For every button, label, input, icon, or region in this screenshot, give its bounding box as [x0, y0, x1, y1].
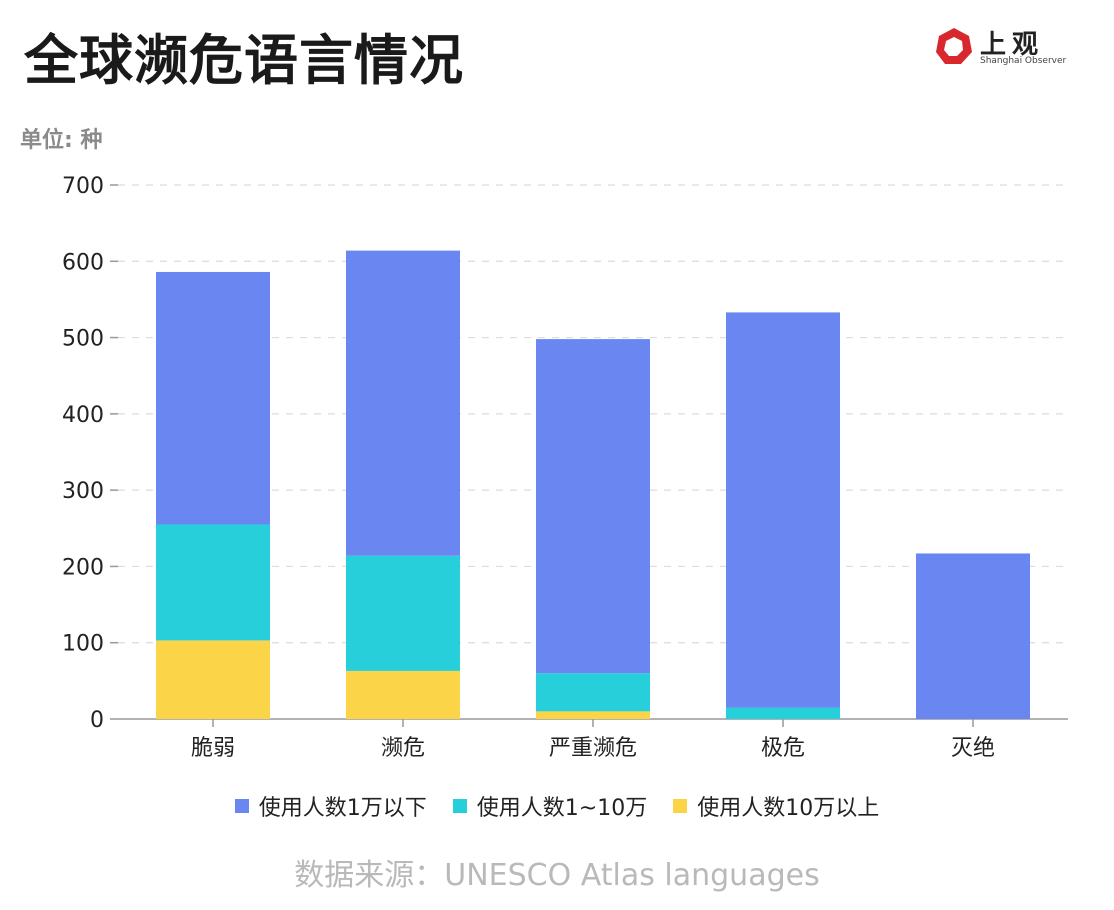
legend-swatch-over-100k — [673, 799, 688, 813]
legend-swatch-10k-100k — [452, 799, 467, 813]
bar-segment — [156, 524, 270, 641]
shanghai-observer-logo: 上观 Shanghai Observer — [934, 24, 1084, 70]
legend-item-10k-100k: 使用人数1~10万 — [452, 790, 648, 822]
y-tick-label: 600 — [62, 250, 104, 275]
bar-segment — [536, 711, 650, 719]
x-tick-label: 严重濒危 — [549, 736, 637, 761]
bar-segment — [536, 673, 650, 712]
chart-title: 全球濒危语言情况 — [24, 29, 464, 92]
y-tick-label: 700 — [62, 174, 104, 199]
logo-mark-icon — [936, 28, 972, 64]
bar-segment — [916, 553, 1030, 719]
chart-legend: 使用人数1万以下 使用人数1~10万 使用人数10万以上 — [0, 790, 1114, 822]
unit-label: 单位: 种 — [20, 128, 103, 153]
bar-segment — [726, 312, 840, 708]
x-tick-label: 极危 — [761, 736, 805, 761]
bar-segment — [346, 670, 460, 719]
logo-text: 上观 — [980, 30, 1045, 60]
legend-label-under-10k: 使用人数1万以下 — [258, 796, 427, 821]
bar-segment — [156, 271, 270, 525]
bar-segment — [346, 555, 460, 671]
logo-subtitle: Shanghai Observer — [980, 56, 1067, 66]
y-tick-label: 0 — [90, 708, 104, 733]
x-tick-label: 濒危 — [381, 736, 425, 761]
bar-segment — [726, 707, 840, 719]
y-tick-label: 500 — [62, 327, 104, 352]
legend-label-10k-100k: 使用人数1~10万 — [476, 796, 648, 821]
y-tick-label: 200 — [62, 555, 104, 580]
legend-item-under-10k: 使用人数1万以下 — [234, 790, 427, 822]
bar-segment — [536, 339, 650, 674]
bar-segment — [156, 640, 270, 719]
y-tick-label: 400 — [62, 403, 104, 428]
legend-label-over-100k: 使用人数10万以上 — [697, 796, 880, 821]
y-tick-label: 100 — [62, 632, 104, 657]
data-source: 数据来源：UNESCO Atlas languages — [294, 858, 820, 893]
bar-segment — [346, 250, 460, 556]
legend-item-over-100k: 使用人数10万以上 — [673, 790, 879, 822]
x-tick-label: 脆弱 — [191, 736, 235, 761]
x-tick-label: 灭绝 — [951, 736, 995, 761]
y-tick-label: 300 — [62, 479, 104, 504]
legend-swatch-under-10k — [234, 799, 249, 813]
stacked-bar-chart: 0 100 200 300 400 500 600 700 脆弱 濒危 严重濒危 极危 灭绝 — [62, 174, 1068, 761]
